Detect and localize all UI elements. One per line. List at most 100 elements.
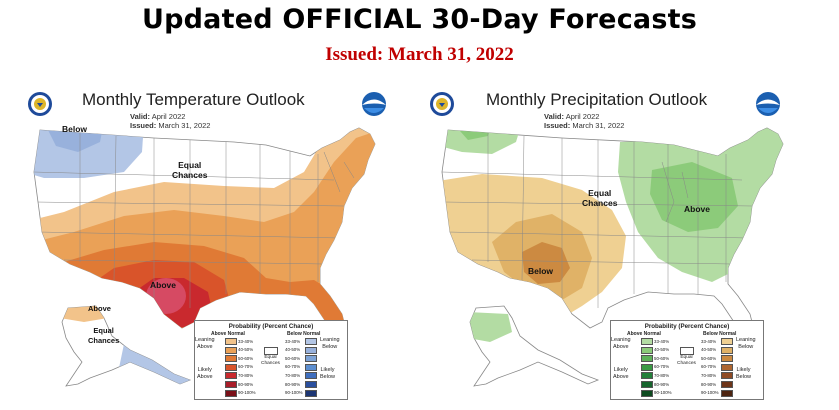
legend-above-swatch — [225, 355, 237, 363]
legend-below-range: 80-90% — [701, 381, 717, 387]
issued-value: March 31, 2022 — [158, 121, 211, 130]
legend-below-range: 60-70% — [701, 364, 717, 370]
legend-above-range: 50-60% — [238, 355, 254, 361]
legend-above-range: 33-40% — [238, 338, 254, 344]
temperature-panel-title: Monthly Temperature Outlook — [82, 90, 305, 109]
legend-above-swatch — [225, 346, 237, 354]
legend-below-swatch — [721, 363, 733, 371]
legend-above-swatch — [641, 372, 653, 380]
equal-chances-label: Equal Chances — [172, 160, 208, 180]
legend-below-range: 50-60% — [701, 355, 717, 361]
precipitation-map — [430, 92, 784, 387]
legend-below-range: 90-100% — [701, 390, 719, 396]
temperature-map — [28, 92, 386, 387]
noaa-logo-icon — [28, 92, 52, 116]
issued-value: March 31, 2022 — [572, 121, 625, 130]
legend-above-range: 90-100% — [238, 390, 256, 396]
legend-below-swatch — [305, 389, 317, 397]
legend-above-range: 40-50% — [238, 347, 254, 353]
legend-above-range: 90-100% — [654, 390, 672, 396]
conus-map — [441, 127, 784, 337]
legend-equal-chances: Equal Chances — [677, 355, 696, 366]
legend-above-range: 80-90% — [238, 381, 254, 387]
legend-below-swatch — [721, 381, 733, 388]
alaska-above-label: Above — [88, 304, 111, 313]
valid-value: April 2022 — [565, 112, 600, 121]
legend-above-range: 80-90% — [654, 381, 670, 387]
legend-above-range: 70-80% — [654, 372, 670, 378]
legend-below-swatch — [721, 372, 733, 380]
precipitation-legend: Probability (Percent Chance) Above Norma… — [610, 320, 764, 400]
alaska-equal-chances-label: Equal Chances — [88, 326, 120, 345]
legend-below-header: Below Normal — [287, 331, 321, 337]
legend-below-swatch — [721, 346, 733, 354]
precipitation-outlook-panel: Monthly Precipitation Outlook Valid: Apr… — [412, 82, 820, 408]
legend-above-swatch — [225, 338, 237, 345]
legend-equal-chances: Equal Chances — [261, 355, 280, 366]
equal-chances-label: Equal Chances — [582, 188, 618, 208]
legend-above-swatch — [641, 346, 653, 354]
valid-label: Valid: — [130, 112, 151, 121]
legend-above-swatch — [641, 338, 653, 345]
legend-below-swatch — [721, 338, 733, 345]
likely-above-label: Likely Above — [613, 367, 629, 380]
legend-below-swatch — [305, 355, 317, 363]
legend-below-range: 33-40% — [285, 338, 301, 344]
legend-above-swatch — [225, 372, 237, 380]
legend-above-swatch — [225, 363, 237, 371]
below-label: Below — [528, 266, 554, 276]
legend-above-range: 60-70% — [654, 364, 670, 370]
legend-above-range: 70-80% — [238, 372, 254, 378]
legend-below-range: 60-70% — [285, 364, 301, 370]
legend-below-swatch — [305, 381, 317, 388]
legend-below-range: 33-40% — [701, 338, 717, 344]
legend-below-header: Below Normal — [703, 331, 737, 337]
legend-above-swatch — [225, 389, 237, 397]
leaning-above-label: Leaning Above — [195, 337, 215, 350]
valid-label: Valid: — [544, 112, 565, 121]
legend-above-header: Above Normal — [211, 331, 245, 337]
legend-above-swatch — [225, 381, 237, 388]
legend-below-range: 80-90% — [285, 381, 301, 387]
alaska-map — [469, 305, 600, 387]
temperature-legend: Probability (Percent Chance) Above Norma… — [194, 320, 348, 400]
legend-above-range: 50-60% — [654, 355, 670, 361]
legend-below-range: 70-80% — [285, 372, 301, 378]
legend-below-range: 50-60% — [285, 355, 301, 361]
legend-below-swatch — [721, 355, 733, 363]
valid-value: April 2022 — [151, 112, 186, 121]
leaning-below-label: Leaning Below — [320, 337, 340, 350]
legend-title: Probability (Percent Chance) — [644, 323, 730, 330]
precipitation-panel-title: Monthly Precipitation Outlook — [486, 90, 708, 109]
legend-above-swatch — [641, 363, 653, 371]
legend-below-range: 40-50% — [285, 347, 301, 353]
legend-above-swatch — [641, 389, 653, 397]
nws-seal-icon — [756, 92, 780, 116]
page-title: Updated OFFICIAL 30-Day Forecasts — [142, 4, 697, 35]
issued-label: Issued: — [130, 121, 157, 130]
legend-below-swatch — [305, 338, 317, 345]
legend-above-header: Above Normal — [627, 331, 661, 337]
precipitation-valid-issued: Valid: April 2022 Issued: March 31, 2022 — [544, 112, 624, 130]
legend-below-range: 90-100% — [285, 390, 303, 396]
below-label: Below — [62, 124, 88, 134]
likely-below-label: Likely Below — [736, 367, 751, 380]
legend-below-swatch — [305, 363, 317, 371]
legend-below-range: 70-80% — [701, 372, 717, 378]
leaning-above-label: Leaning Above — [611, 337, 631, 350]
above-label: Above — [684, 204, 710, 214]
noaa-logo-icon — [430, 92, 454, 116]
equal-chances-swatch — [680, 347, 694, 355]
temperature-outlook-panel: Monthly Temperature Outlook Valid: April… — [4, 82, 412, 408]
legend-above-range: 33-40% — [654, 338, 670, 344]
legend-above-range: 40-50% — [654, 347, 670, 353]
legend-below-swatch — [305, 372, 317, 380]
likely-above-label: Likely Above — [197, 367, 213, 380]
equal-chances-swatch — [264, 347, 278, 355]
temperature-valid-issued: Valid: April 2022 Issued: March 31, 2022 — [130, 112, 210, 130]
legend-above-swatch — [641, 355, 653, 363]
legend-below-swatch — [305, 346, 317, 354]
legend-above-range: 60-70% — [238, 364, 254, 370]
legend-below-swatch — [721, 389, 733, 397]
issued-label: Issued: — [544, 121, 571, 130]
